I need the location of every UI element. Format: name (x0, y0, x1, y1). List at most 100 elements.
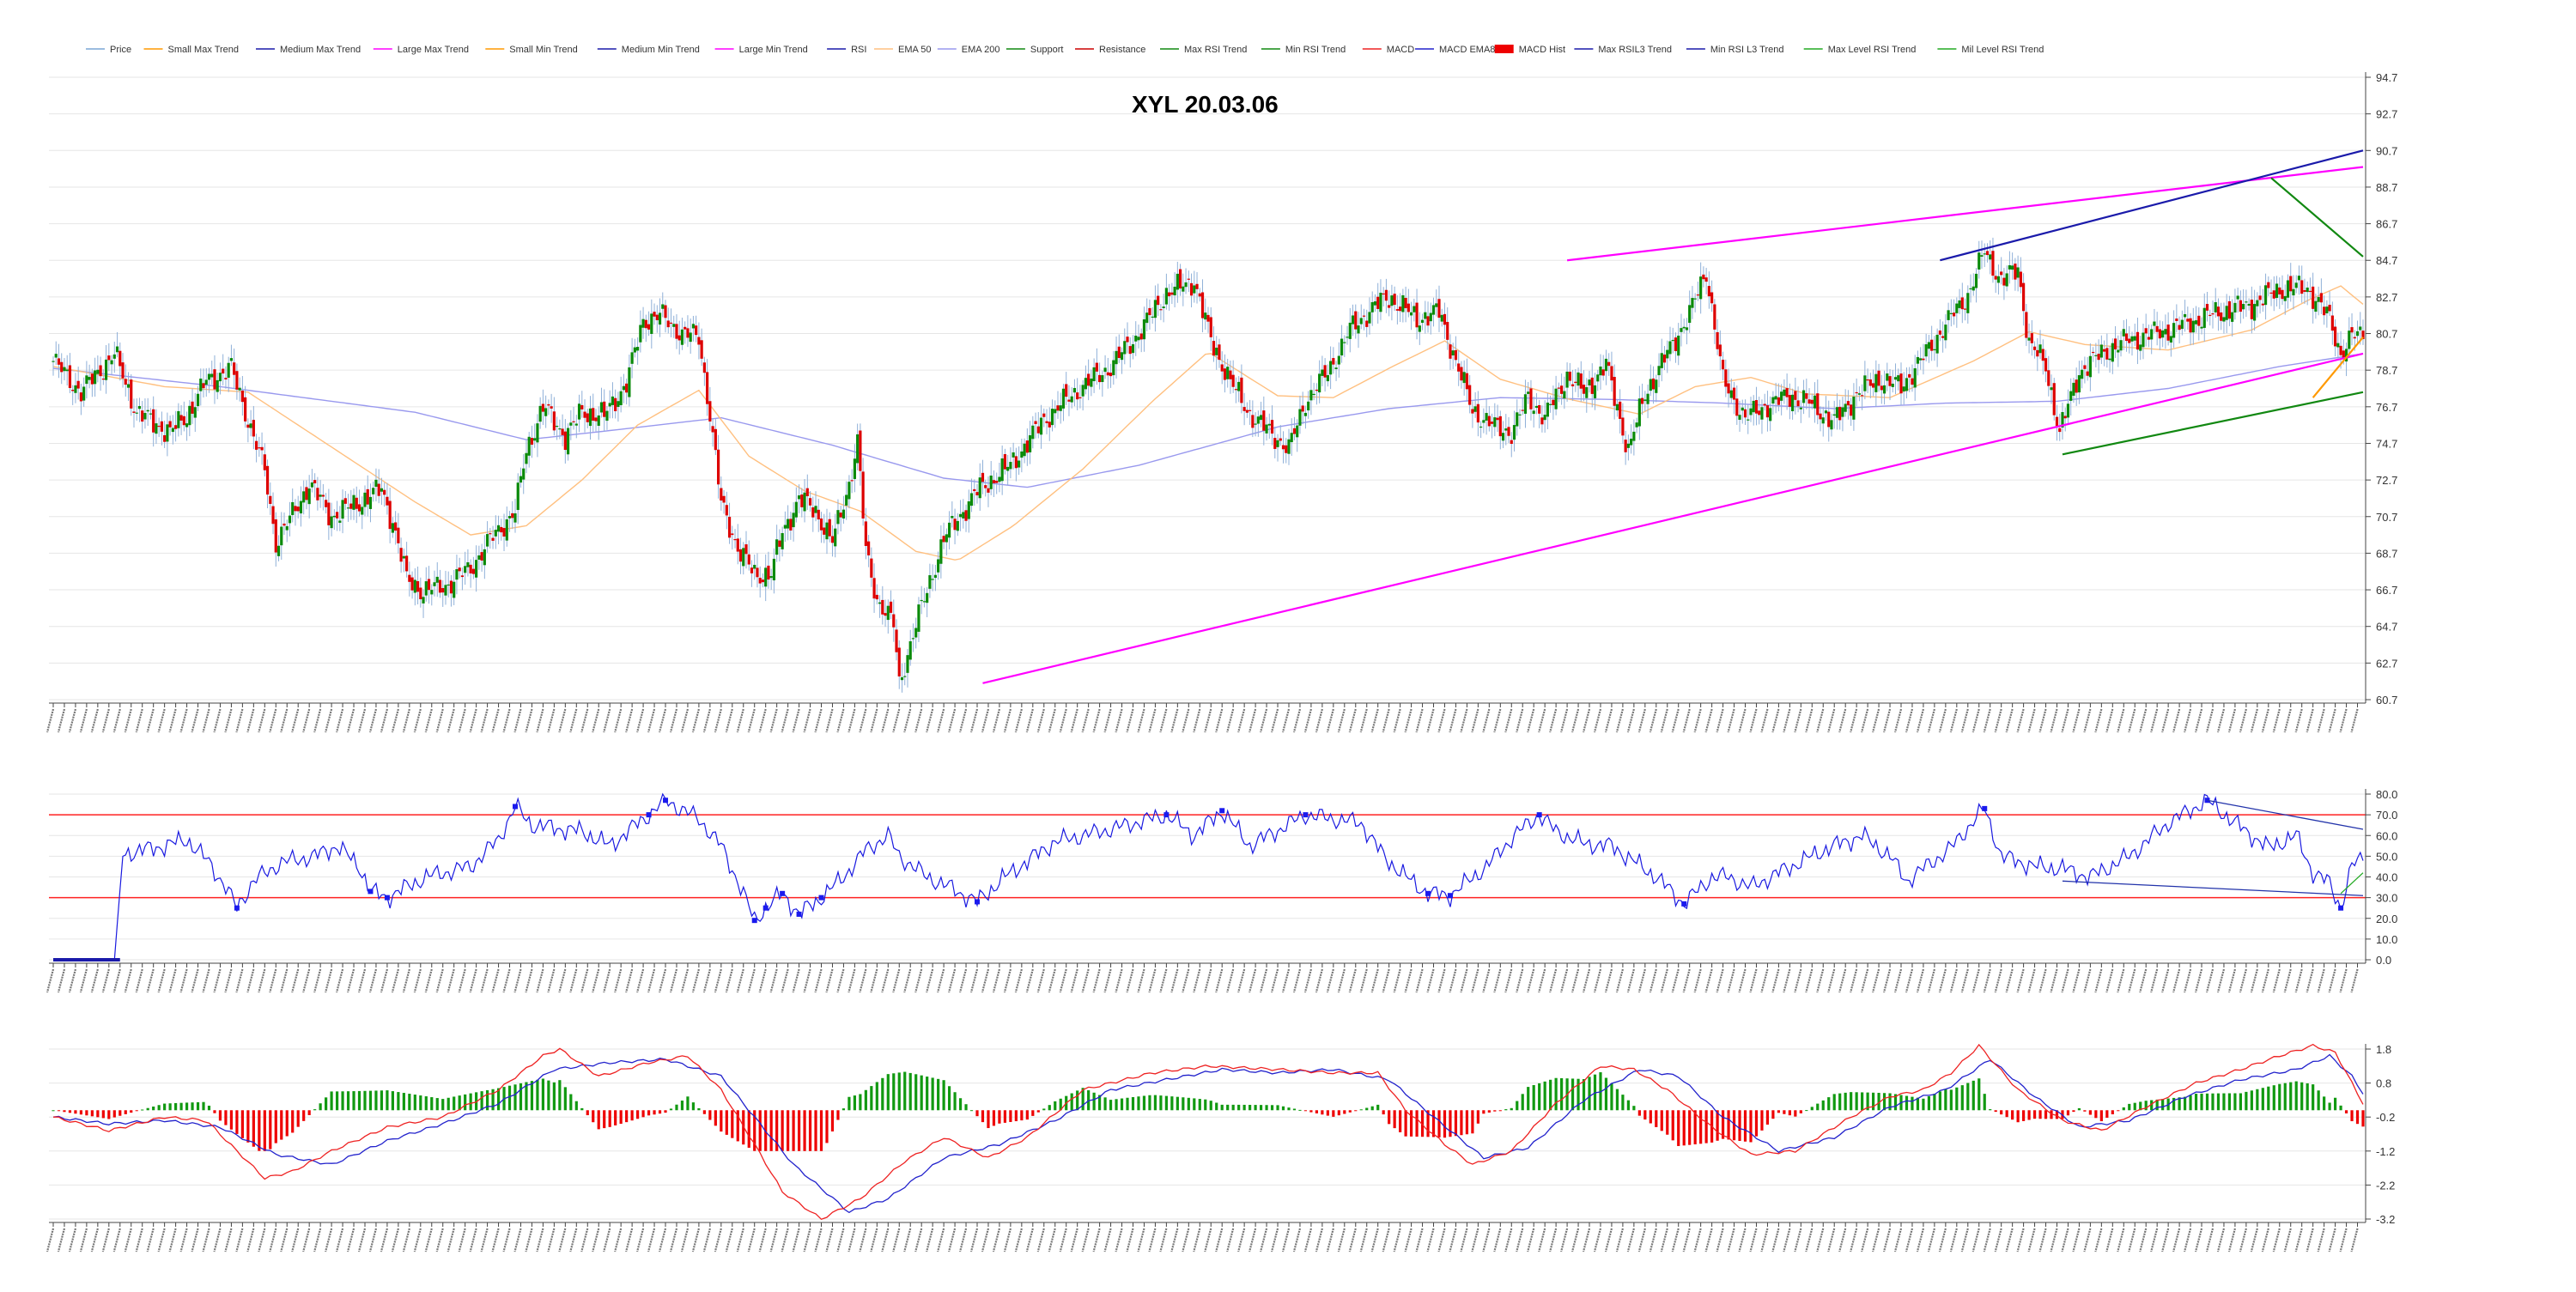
macd-hist-bar (1504, 1109, 1508, 1111)
date-label-mark (1449, 968, 1457, 993)
date-label-mark (146, 708, 155, 733)
date-label-mark (1549, 708, 1558, 733)
candle-body (1485, 413, 1488, 421)
candle-body (1379, 292, 1382, 312)
candle-body (870, 558, 873, 578)
date-label-mark (168, 968, 177, 993)
macd-hist-bar (2328, 1102, 2331, 1111)
date-label-mark (179, 708, 188, 733)
macd-hist-bar (664, 1110, 667, 1113)
candle-body (2323, 306, 2326, 316)
date-label-mark (2128, 708, 2136, 733)
candle-body (778, 540, 781, 547)
date-label-mark (2005, 968, 2014, 993)
candle-body (1662, 354, 1667, 363)
rsi-pivot-marker (796, 911, 802, 917)
macd-hist-bar (2105, 1110, 2109, 1119)
candle-body (1651, 378, 1656, 390)
macd-hist-bar (1020, 1110, 1024, 1121)
date-label-mark (368, 708, 378, 733)
date-label-mark (680, 968, 690, 993)
macd-hist-bar (1626, 1100, 1630, 1111)
macd-hist-bar (307, 1110, 311, 1115)
candle-body (294, 506, 297, 512)
candle-body (650, 313, 653, 334)
candle-body (1468, 385, 1472, 405)
date-label-mark (736, 968, 744, 993)
date-label-mark (1393, 708, 1401, 733)
macd-hist-bar (953, 1092, 957, 1111)
candle-body (54, 354, 58, 358)
candle-body (310, 482, 314, 488)
candle-body (672, 324, 676, 327)
candle-body (283, 523, 286, 526)
date-label-mark (702, 708, 711, 733)
candle-body (213, 369, 216, 390)
macd-hist-bar (630, 1110, 634, 1121)
macd-hist-bar (2144, 1101, 2148, 1111)
candle-body (433, 582, 436, 586)
date-label-mark (702, 1228, 711, 1253)
date-label-mark (1716, 1228, 1724, 1253)
date-label-mark (614, 968, 623, 993)
date-label-mark (1760, 708, 1769, 733)
candle-body (1657, 366, 1661, 376)
date-label-mark (914, 708, 923, 733)
candle-body (1139, 333, 1143, 340)
candle-body (917, 604, 920, 632)
date-label-mark (202, 708, 210, 733)
macd-hist-bar (1721, 1110, 1725, 1139)
date-label-mark (1348, 708, 1357, 733)
macd-hist-bar (1131, 1096, 1135, 1111)
candle-body (1321, 369, 1324, 376)
date-label-mark (1760, 1228, 1769, 1253)
macd-hist-bar (1437, 1110, 1441, 1137)
date-label-mark (2261, 708, 2269, 733)
date-label-mark (1827, 968, 1836, 993)
candle-body (1048, 422, 1051, 428)
candle-body (1579, 373, 1583, 389)
date-label-mark (513, 968, 522, 993)
candle-body (1758, 410, 1761, 416)
candle-body (79, 392, 83, 402)
macd-hist-bar (2233, 1093, 2237, 1111)
candle-body (2336, 343, 2340, 348)
candle-body (747, 554, 750, 565)
date-label-mark (1148, 1228, 1157, 1253)
date-label-mark (1493, 968, 1502, 993)
date-label-mark (992, 1228, 1000, 1253)
macd-hist-bar (496, 1088, 501, 1111)
date-label-mark (1471, 968, 1479, 993)
date-label-mark (2328, 1228, 2336, 1253)
candle-body (2263, 285, 2268, 306)
candle-body (1974, 273, 1978, 288)
date-label-mark (258, 968, 266, 993)
date-label-mark (814, 968, 823, 993)
macd-hist-bar (975, 1110, 979, 1117)
macd-hist-bar (1070, 1093, 1073, 1111)
candle-body (727, 517, 732, 538)
candle-body (830, 536, 835, 543)
date-label-mark (836, 708, 845, 733)
candle-body (1273, 438, 1277, 449)
candle-body (430, 590, 434, 595)
candle-body (1501, 433, 1505, 441)
rsi-pivot-marker (1425, 890, 1431, 896)
date-label-mark (1460, 968, 1468, 993)
macd-hist-bar (569, 1094, 573, 1111)
candle-body (998, 476, 1001, 482)
candle-body (1493, 417, 1497, 428)
date-label-mark (1014, 968, 1023, 993)
candle-body (633, 347, 636, 353)
candle-body (1727, 383, 1730, 394)
macd-hist-bar (714, 1110, 717, 1126)
candle-body (1279, 438, 1282, 441)
legend-label: Support (1030, 45, 1064, 55)
legend-label: EMA 200 (962, 45, 1000, 55)
candle-body (884, 613, 887, 616)
date-label-mark (157, 1228, 166, 1253)
date-label-mark (948, 708, 957, 733)
candle-body (1395, 309, 1399, 311)
candle-body (1868, 379, 1872, 386)
candle-body (1796, 400, 1800, 407)
